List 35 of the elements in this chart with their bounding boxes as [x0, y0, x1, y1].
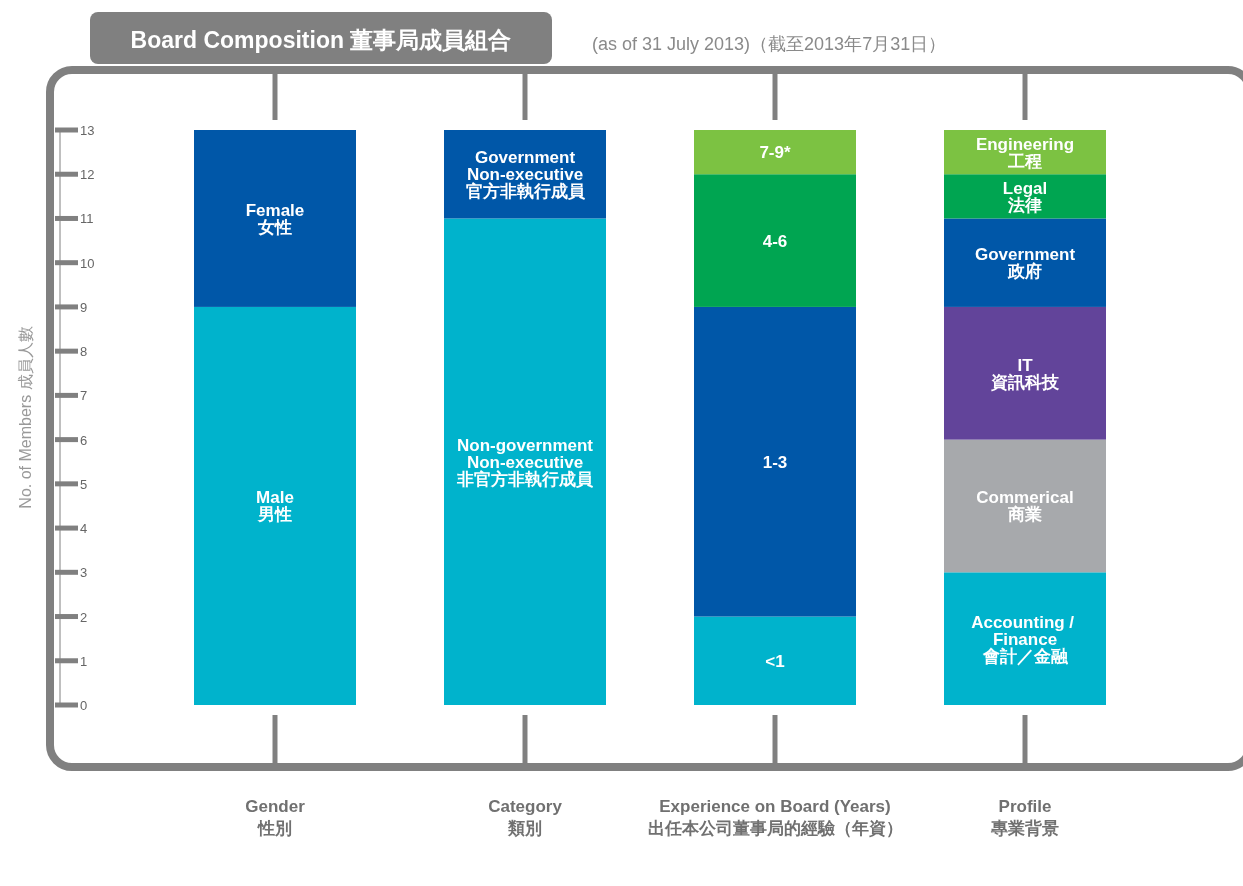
series-label: Commerical 商業: [976, 488, 1074, 525]
series-label: <1: [765, 651, 785, 671]
y-tick-label: 12: [80, 167, 95, 183]
series-label: Accounting / Finance 會計／金融: [971, 612, 1079, 666]
y-tick-label: 5: [80, 476, 88, 492]
series-label: 1-3: [762, 452, 788, 472]
x-tick-label: Category 類別: [488, 797, 563, 838]
y-tick-label: 13: [80, 123, 95, 138]
series-label: Male 男性: [256, 488, 294, 525]
y-axis-title: No. of Members 成員人數: [17, 326, 34, 509]
series-label: 4-6: [762, 231, 788, 251]
chart-title: Board Composition 董事局成員組合: [130, 27, 512, 53]
series-label: Non-government Non-executive 非官方非執行成員: [456, 435, 594, 489]
series-label: Engineering 工程: [975, 134, 1075, 171]
y-tick-label: 6: [80, 432, 88, 448]
series-label: Government 政府: [974, 245, 1076, 282]
y-tick-label: 8: [80, 344, 88, 360]
series-label: Female 女性: [245, 200, 305, 237]
y-tick-label: 2: [80, 609, 88, 625]
y-tick-label: 10: [80, 255, 95, 271]
y-tick-label: 0: [80, 698, 88, 713]
y-tick-label: 1: [80, 653, 88, 669]
x-tick-label: Profile 專業背景: [990, 797, 1059, 838]
series-label: 7-9*: [759, 143, 791, 163]
y-tick-label: 11: [80, 211, 94, 227]
series-label: Legal 法律: [1002, 178, 1048, 215]
y-tick-label: 4: [80, 521, 88, 537]
y-tick-label: 7: [80, 388, 88, 404]
series-label: Government Non-executive 官方非執行成員: [465, 148, 586, 202]
x-tick-label: Experience on Board (Years) 出任本公司董事局的經驗（年資）: [647, 797, 903, 838]
y-tick-label: 3: [80, 565, 88, 581]
series-label: IT 資訊科技: [990, 355, 1060, 392]
x-tick-label: Gender 性別: [245, 797, 306, 838]
chart-subtitle: (as of 31 July 2013)（截至2013年7月31日）: [592, 34, 947, 54]
y-tick-label: 9: [80, 299, 88, 315]
